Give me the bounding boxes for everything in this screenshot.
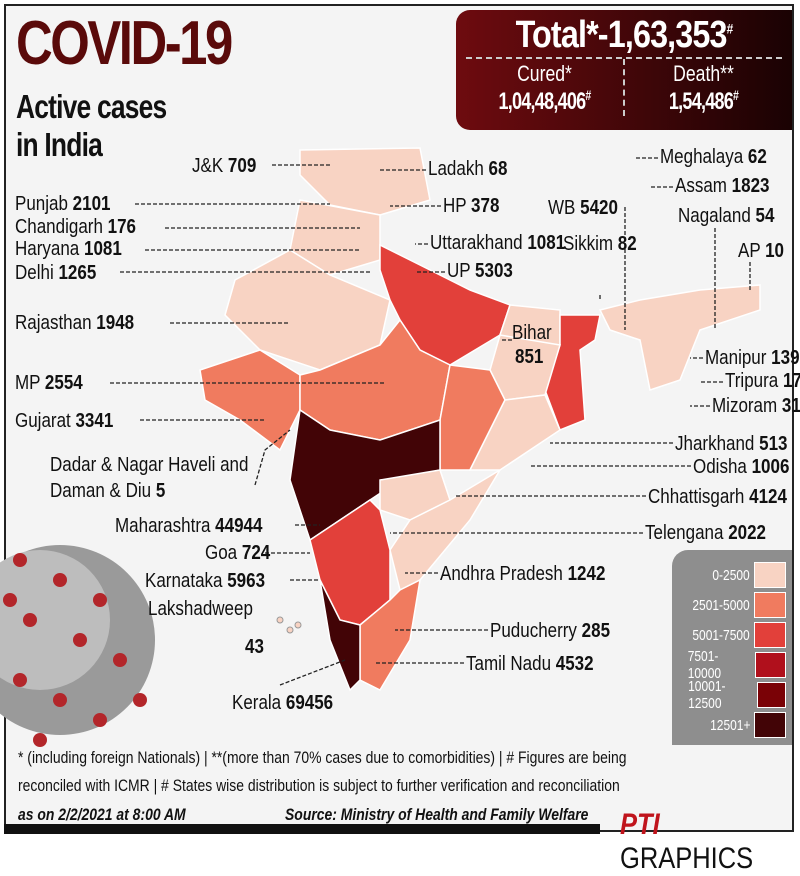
footer-bar bbox=[4, 824, 600, 834]
source-note: Source: Ministry of Health and Family We… bbox=[285, 805, 589, 824]
legend-item: 7501-10000 bbox=[672, 648, 786, 682]
virus-spike bbox=[93, 593, 107, 607]
legend-item: 10001-12500 bbox=[672, 678, 786, 712]
state-label-ap: AP 10 bbox=[738, 240, 785, 262]
state-label-puducherry: Puducherry 285 bbox=[490, 620, 611, 642]
state-label-manipur: Manipur 139 bbox=[705, 347, 800, 369]
leader-line bbox=[254, 429, 291, 486]
state-label-kerala: Kerala 69456 bbox=[232, 692, 334, 714]
virus-spike bbox=[133, 693, 147, 707]
state-shape-gujarat bbox=[199, 349, 301, 452]
virus-spike bbox=[33, 733, 47, 747]
state-label-jharkhand: Jharkhand 513 bbox=[675, 433, 788, 455]
state-label-punjab: Punjab 2101 bbox=[15, 193, 111, 215]
pti-graphics-logo: PTI GRAPHICS bbox=[620, 808, 754, 875]
footnote-line2: reconciled with ICMR | # States wise dis… bbox=[18, 776, 620, 795]
legend-swatch bbox=[754, 622, 786, 648]
state-label-bihar: Bihar bbox=[512, 322, 552, 344]
state-label-j-k: J&K 709 bbox=[192, 155, 257, 177]
legend: 0-2500 2501-5000 5001-7500 7501-10000 10001-… bbox=[672, 550, 792, 745]
legend-item: 2501-5000 bbox=[672, 590, 786, 620]
state-label-sikkim: Sikkim 82 bbox=[563, 233, 637, 255]
state-label-assam: Assam 1823 bbox=[675, 175, 770, 197]
legend-swatch bbox=[754, 592, 786, 618]
state-shape-kerala bbox=[319, 579, 361, 692]
state-label-lakshadweep: Lakshadweep bbox=[148, 598, 253, 620]
page-title: COVID-19 bbox=[16, 9, 233, 78]
totals-box: Total*-1,63,353# Cured* 1,04,48,406# Deat… bbox=[456, 10, 792, 130]
virus-spike bbox=[113, 653, 127, 667]
state-shape-assam bbox=[598, 284, 761, 391]
footnote-line1: * (including foreign Nationals) | **(mor… bbox=[18, 748, 627, 767]
state-label-ladakh: Ladakh 68 bbox=[428, 158, 508, 180]
state-label-maharashtra: Maharashtra 44944 bbox=[115, 515, 263, 537]
virus-spike bbox=[53, 693, 67, 707]
state-label-dadra-nagar-haveli-daman-diu: Dadar & Nagar Haveli and Daman & Diu 5 bbox=[50, 454, 249, 502]
state-label-meghalaya: Meghalaya 62 bbox=[660, 146, 767, 168]
legend-item: 12501+ bbox=[672, 710, 786, 740]
state-label-uttarakhand: Uttarakhand 1081 bbox=[430, 232, 566, 254]
state-label-gujarat: Gujarat 3341 bbox=[15, 410, 114, 432]
state-value-bihar: 851 bbox=[515, 346, 544, 368]
state-label-odisha: Odisha 1006 bbox=[693, 456, 790, 478]
cured-stat: Cured* 1,04,48,406# bbox=[498, 61, 592, 115]
state-label-delhi: Delhi 1265 bbox=[15, 262, 97, 284]
state-label-tamil-nadu: Tamil Nadu 4532 bbox=[466, 653, 594, 675]
virus-spike bbox=[13, 553, 27, 567]
state-shape-punjab bbox=[289, 199, 381, 276]
state-label-chhattisgarh: Chhattisgarh 4124 bbox=[648, 486, 787, 508]
virus-spike bbox=[23, 613, 37, 627]
state-label-tripura: Tripura 17 bbox=[725, 370, 800, 392]
state-label-haryana: Haryana 1081 bbox=[15, 238, 122, 260]
state-label-karnataka: Karnataka 5963 bbox=[145, 570, 266, 592]
legend-swatch bbox=[756, 682, 786, 708]
state-label-andhra-pradesh: Andhra Pradesh 1242 bbox=[440, 563, 606, 585]
legend-item: 5001-7500 bbox=[672, 620, 786, 650]
state-label-mp: MP 2554 bbox=[15, 372, 83, 394]
virus-spike bbox=[13, 673, 27, 687]
india-map bbox=[0, 147, 761, 747]
state-label-telengana: Telengana 2022 bbox=[645, 522, 767, 544]
state-label-nagaland: Nagaland 54 bbox=[678, 205, 775, 227]
state-label-chandigarh: Chandigarh 176 bbox=[15, 216, 137, 238]
virus-spike bbox=[73, 633, 87, 647]
virus-spike bbox=[93, 713, 107, 727]
legend-swatch bbox=[754, 562, 786, 588]
lakshadweep-island bbox=[276, 616, 284, 624]
state-shape-odisha bbox=[468, 394, 561, 471]
state-label-up: UP 5303 bbox=[447, 260, 513, 282]
lakshadweep-island bbox=[286, 626, 294, 634]
death-stat: Death** 1,54,486# bbox=[623, 59, 782, 116]
state-shape-andhra-pradesh bbox=[389, 469, 501, 592]
virus-spike bbox=[53, 573, 67, 587]
legend-item: 0-2500 bbox=[672, 560, 786, 590]
subtitle-line1: Active cases bbox=[16, 88, 167, 125]
state-label-hp: HP 378 bbox=[443, 195, 500, 217]
subtitle-line2: in India bbox=[16, 126, 103, 163]
state-label-wb: WB 5420 bbox=[548, 197, 618, 219]
lakshadweep-island bbox=[294, 621, 302, 629]
date-note: as on 2/2/2021 at 8:00 AM bbox=[18, 805, 186, 824]
coronavirus-illustration bbox=[0, 545, 155, 747]
state-label-goa: Goa 724 bbox=[205, 542, 271, 564]
leader-line bbox=[279, 659, 346, 686]
legend-swatch bbox=[754, 652, 786, 678]
total-cases: Total*-1,63,353# bbox=[515, 14, 734, 56]
state-label-rajasthan: Rajasthan 1948 bbox=[15, 312, 135, 334]
state-shape-tamil-nadu bbox=[359, 578, 421, 691]
state-label-mizoram: Mizoram 31 bbox=[712, 395, 800, 417]
virus-spike bbox=[3, 593, 17, 607]
legend-swatch bbox=[754, 712, 786, 738]
state-value-lakshadweep: 43 bbox=[245, 636, 264, 658]
